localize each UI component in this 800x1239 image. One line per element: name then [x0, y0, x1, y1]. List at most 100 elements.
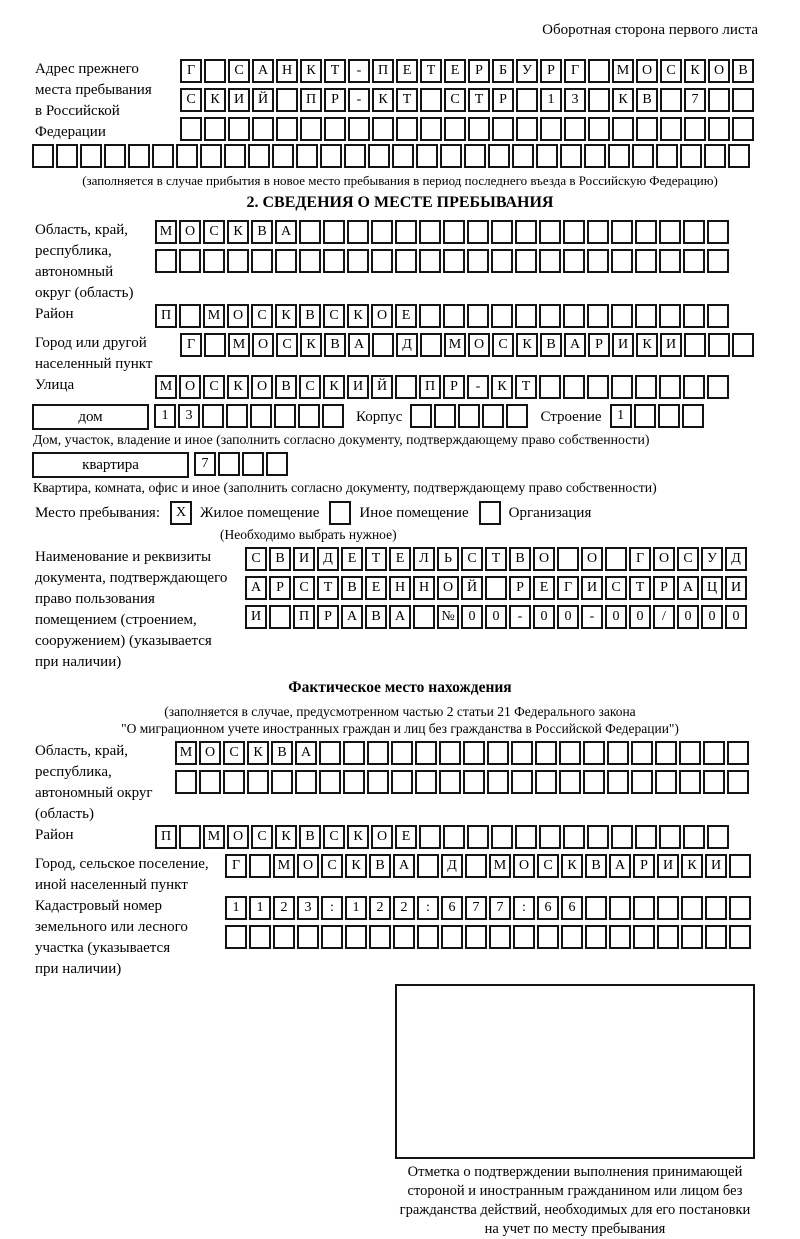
char-cell[interactable]: Д	[725, 547, 747, 571]
char-cell[interactable]	[439, 770, 461, 794]
char-cell[interactable]: В	[732, 59, 754, 83]
char-cell[interactable]: О	[227, 304, 249, 328]
char-cell[interactable]: :	[321, 896, 343, 920]
char-cell[interactable]: С	[444, 88, 466, 112]
char-cell[interactable]	[539, 220, 561, 244]
char-cell[interactable]: П	[293, 605, 315, 629]
char-cell[interactable]: И	[581, 576, 603, 600]
char-cell[interactable]	[371, 220, 393, 244]
char-cell[interactable]	[416, 144, 438, 168]
char-cell[interactable]: Г	[225, 854, 247, 878]
char-cell[interactable]	[540, 117, 562, 141]
char-cell[interactable]: М	[175, 741, 197, 765]
char-cell[interactable]: Н	[389, 576, 411, 600]
char-cell[interactable]: И	[705, 854, 727, 878]
char-cell[interactable]	[202, 404, 224, 428]
char-cell[interactable]	[179, 304, 201, 328]
char-cell[interactable]: Й	[371, 375, 393, 399]
char-cell[interactable]: В	[341, 576, 363, 600]
char-cell[interactable]: В	[636, 88, 658, 112]
char-cell[interactable]: К	[300, 333, 322, 357]
char-cell[interactable]: В	[324, 333, 346, 357]
char-cell[interactable]: Г	[564, 59, 586, 83]
char-cell[interactable]	[588, 88, 610, 112]
char-cell[interactable]: 3	[564, 88, 586, 112]
char-cell[interactable]	[391, 770, 413, 794]
char-cell[interactable]: 0	[629, 605, 651, 629]
char-cell[interactable]	[413, 605, 435, 629]
char-cell[interactable]: П	[300, 88, 322, 112]
char-cell[interactable]: 1	[225, 896, 247, 920]
char-cell[interactable]: О	[179, 375, 201, 399]
char-cell[interactable]	[707, 249, 729, 273]
char-cell[interactable]	[635, 375, 657, 399]
char-cell[interactable]	[369, 925, 391, 949]
char-cell[interactable]	[395, 375, 417, 399]
char-cell[interactable]: М	[489, 854, 511, 878]
char-cell[interactable]	[516, 117, 538, 141]
char-cell[interactable]: Г	[557, 576, 579, 600]
char-cell[interactable]	[633, 404, 656, 428]
char-cell[interactable]	[515, 825, 537, 849]
char-cell[interactable]	[683, 375, 705, 399]
char-cell[interactable]: /	[653, 605, 675, 629]
char-cell[interactable]: Т	[396, 88, 418, 112]
char-cell[interactable]: 1	[345, 896, 367, 920]
char-cell[interactable]: А	[348, 333, 370, 357]
char-cell[interactable]	[467, 249, 489, 273]
char-cell[interactable]	[324, 117, 346, 141]
char-cell[interactable]: 0	[605, 605, 627, 629]
char-cell[interactable]	[491, 825, 513, 849]
char-cell[interactable]	[708, 117, 730, 141]
char-cell[interactable]	[434, 404, 457, 428]
char-cell[interactable]	[587, 825, 609, 849]
char-cell[interactable]	[420, 333, 442, 357]
char-cell[interactable]: 1	[249, 896, 271, 920]
char-cell[interactable]	[729, 896, 751, 920]
char-cell[interactable]	[296, 144, 318, 168]
char-cell[interactable]	[732, 88, 754, 112]
char-cell[interactable]	[537, 925, 559, 949]
char-cell[interactable]: О	[437, 576, 459, 600]
char-cell[interactable]: С	[203, 375, 225, 399]
char-cell[interactable]	[266, 452, 288, 476]
char-cell[interactable]: Т	[317, 576, 339, 600]
char-cell[interactable]: К	[636, 333, 658, 357]
char-cell[interactable]	[511, 741, 533, 765]
char-cell[interactable]	[511, 770, 533, 794]
char-cell[interactable]	[152, 144, 174, 168]
char-cell[interactable]: А	[564, 333, 586, 357]
char-cell[interactable]: С	[299, 375, 321, 399]
char-cell[interactable]: К	[275, 304, 297, 328]
char-cell[interactable]: Р	[317, 605, 339, 629]
char-cell[interactable]: М	[228, 333, 250, 357]
char-cell[interactable]	[563, 304, 585, 328]
char-cell[interactable]: В	[299, 825, 321, 849]
char-cell[interactable]	[372, 333, 394, 357]
char-cell[interactable]	[319, 770, 341, 794]
char-cell[interactable]	[563, 375, 585, 399]
char-cell[interactable]: Р	[492, 88, 514, 112]
char-cell[interactable]: Т	[365, 547, 387, 571]
char-cell[interactable]: Е	[395, 304, 417, 328]
char-cell[interactable]: И	[245, 605, 267, 629]
char-cell[interactable]	[443, 825, 465, 849]
char-cell[interactable]: 0	[461, 605, 483, 629]
char-cell[interactable]: 1	[609, 404, 632, 428]
char-cell[interactable]: С	[323, 825, 345, 849]
char-cell[interactable]: С	[251, 825, 273, 849]
char-cell[interactable]: А	[341, 605, 363, 629]
char-cell[interactable]	[347, 220, 369, 244]
char-cell[interactable]	[444, 117, 466, 141]
char-cell[interactable]: 2	[393, 896, 415, 920]
char-cell[interactable]	[467, 825, 489, 849]
char-cell[interactable]	[298, 404, 320, 428]
char-cell[interactable]	[179, 249, 201, 273]
char-cell[interactable]	[611, 249, 633, 273]
char-cell[interactable]	[489, 925, 511, 949]
char-cell[interactable]: М	[155, 220, 177, 244]
char-cell[interactable]	[443, 220, 465, 244]
char-cell[interactable]: К	[345, 854, 367, 878]
char-cell[interactable]: О	[513, 854, 535, 878]
char-cell[interactable]: М	[273, 854, 295, 878]
